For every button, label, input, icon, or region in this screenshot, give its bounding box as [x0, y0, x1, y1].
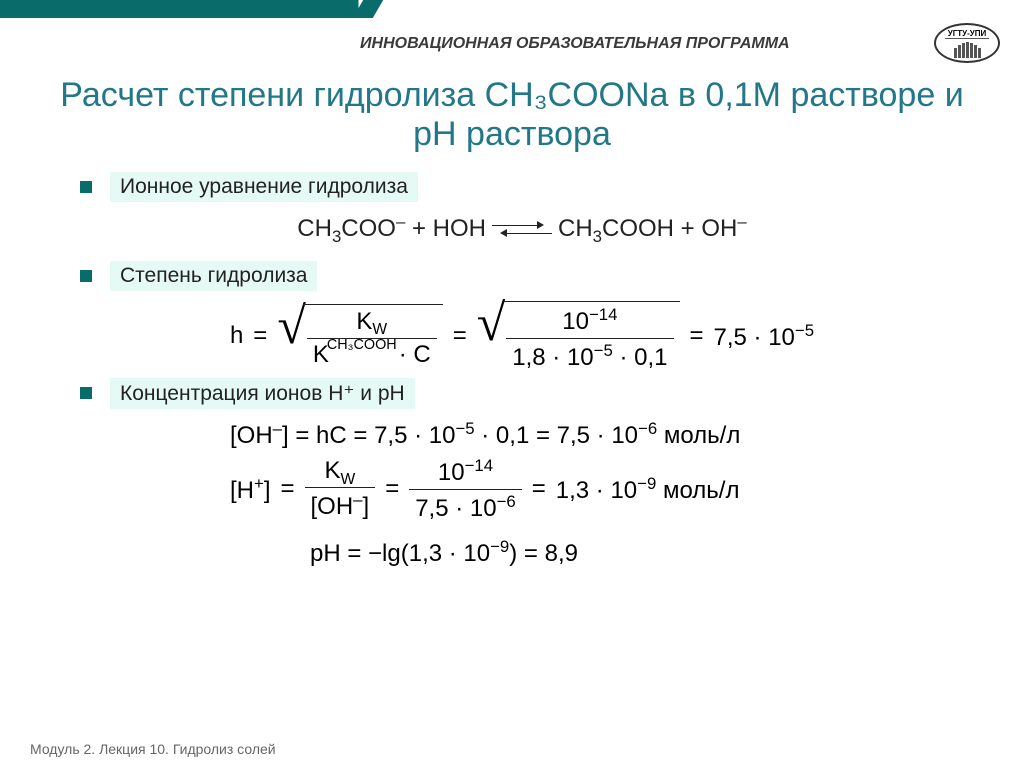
frac-numeric: 10−14 7,5 · 10−6 [409, 456, 522, 523]
bullet-icon [80, 387, 92, 399]
equilibrium-arrows-icon [492, 222, 552, 238]
section-conc-label: Концентрация ионов H⁺ и рН [110, 378, 415, 409]
eq-lhs: CH3COO– + HOH [297, 212, 486, 247]
header: ИННОВАЦИОННАЯ ОБРАЗОВАТЕЛЬНАЯ ПРОГРАММА … [0, 18, 1024, 68]
logo-text: УГТУ-УПИ [948, 29, 987, 38]
frac-kw-oh: KW [OH–] [305, 457, 376, 521]
slide-title: Расчет степени гидролиза CH₃COONa в 0,1М… [40, 76, 984, 154]
top-accent-bar [0, 0, 1024, 18]
section-ionic-label: Ионное уравнение гидролиза [110, 172, 418, 202]
ionic-equation: CH3COO– + HOH CH3COOH + OH– [80, 212, 964, 247]
sqrt-2: √ 10−14 1,8 · 10−5 · 0,1 [477, 301, 680, 372]
section-degree: Степень гидролиза [80, 261, 964, 291]
bullet-icon [80, 270, 92, 282]
eq-rhs: CH3COOH + OH– [558, 212, 747, 247]
logo-building-icon [945, 38, 989, 58]
bullet-icon [80, 181, 92, 193]
degree-equation: h = √ KW KCH₃COOH· C = √ 10−14 1,8 · 10−… [80, 301, 964, 372]
h-result: 1,3 · 10−9 моль/л [556, 474, 740, 505]
sqrt-1: √ KW KCH₃COOH· C [277, 304, 442, 369]
var-h: h [230, 322, 243, 350]
oh-equation: [OH–] = hC = 7,5 · 10−5 · 0,1 = 7,5 · 10… [230, 419, 964, 450]
section-concentration: Концентрация ионов H⁺ и рН [80, 378, 964, 409]
ph-equation: pH = −lg(1,3 · 10−9) = 8,9 [310, 537, 964, 568]
content-area: Ионное уравнение гидролиза CH3COO– + HOH… [0, 172, 1024, 568]
section-degree-label: Степень гидролиза [110, 261, 317, 291]
institution-logo: УГТУ-УПИ [934, 19, 1004, 69]
degree-result: 7,5 · 10−5 [714, 321, 815, 352]
h-equation: [H+] = KW [OH–] = 10−14 7,5 · 10−6 = 1,3… [230, 456, 964, 523]
program-label: ИННОВАЦИОННАЯ ОБРАЗОВАТЕЛЬНАЯ ПРОГРАММА [360, 35, 790, 53]
section-ionic: Ионное уравнение гидролиза [80, 172, 964, 202]
footer-text: Модуль 2. Лекция 10. Гидролиз солей [30, 741, 276, 757]
